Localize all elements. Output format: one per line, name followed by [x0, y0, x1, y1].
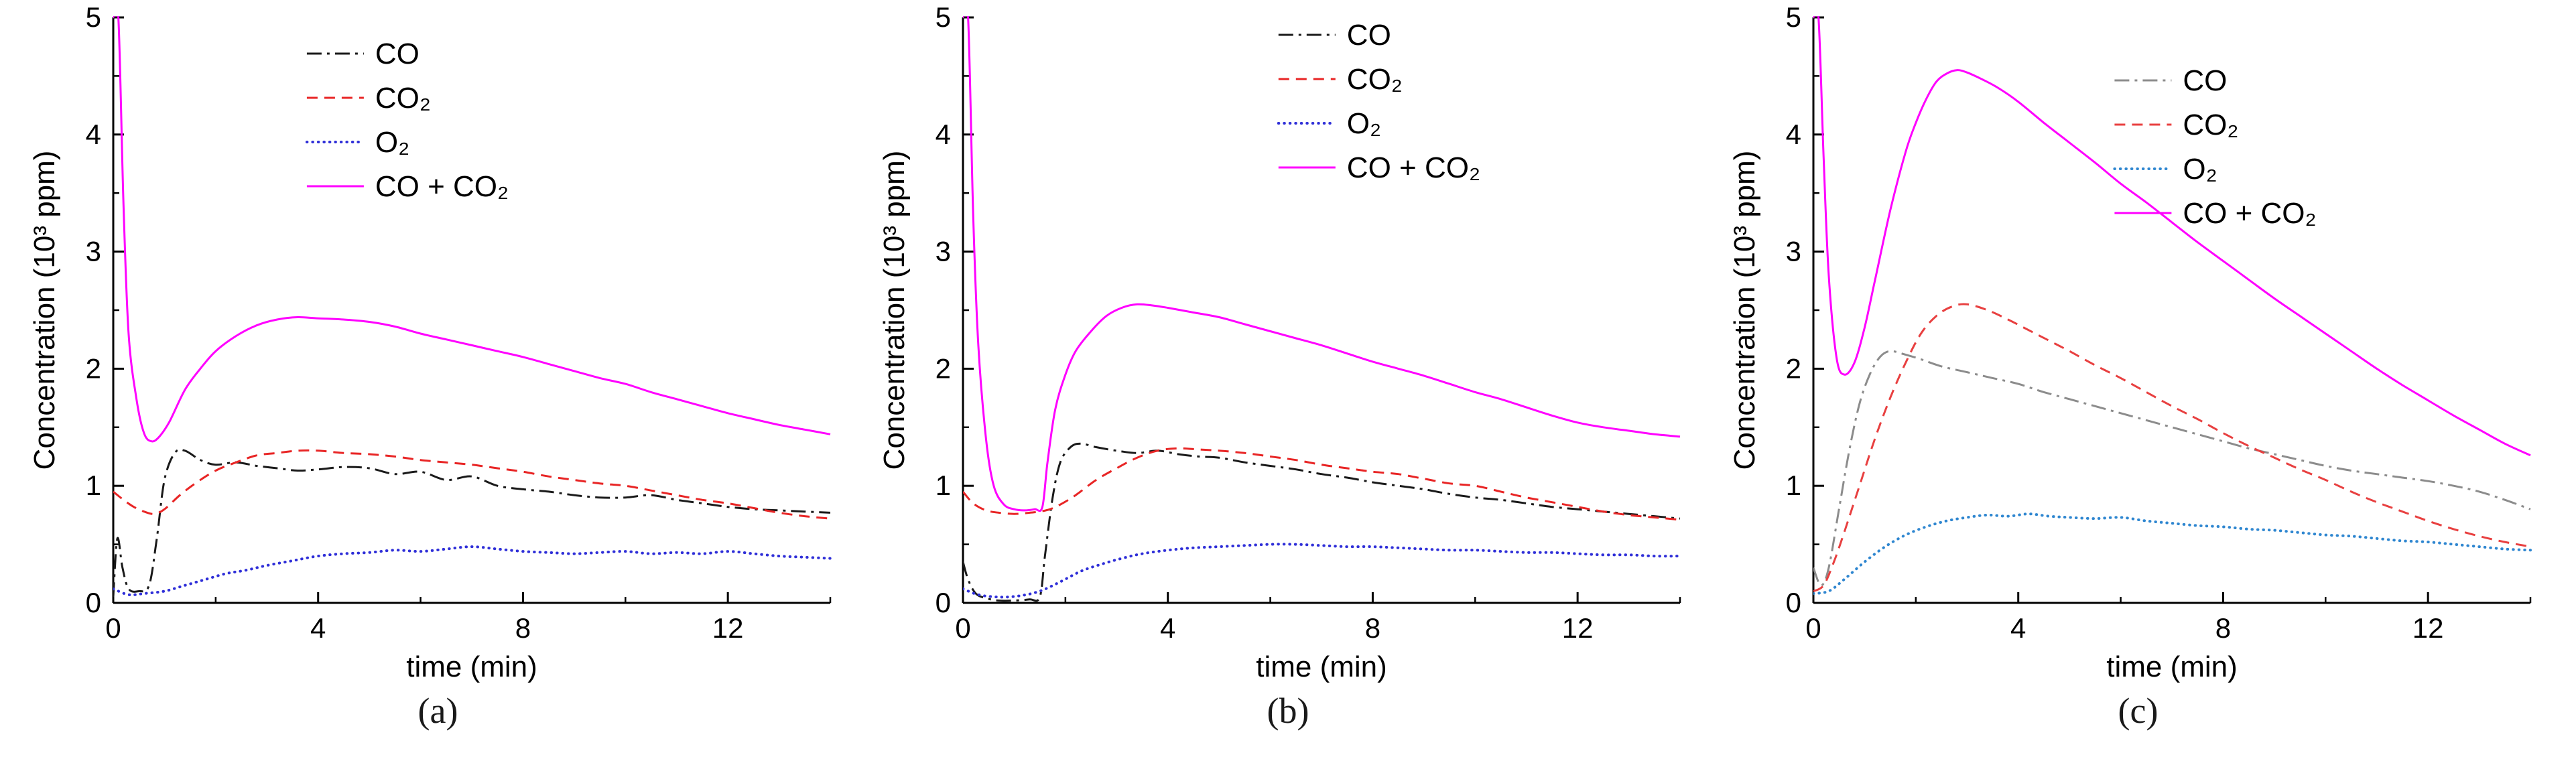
series-line-o — [113, 545, 832, 597]
series-line-coco — [963, 16, 1681, 512]
x-tick-label: 12 — [2412, 612, 2443, 644]
legend: CO CO₂ O₂ CO + CO₂ — [1277, 19, 1480, 184]
x-tick-label: 4 — [1160, 612, 1175, 644]
x-tick-label: 8 — [515, 612, 530, 644]
legend-item: CO₂ — [2114, 109, 2238, 141]
series-line-o — [963, 543, 1681, 599]
y-tick-label: 1 — [1785, 470, 1801, 501]
y-tick-label: 0 — [85, 587, 101, 618]
y-tick-label: 5 — [85, 5, 101, 33]
legend-label: CO + CO₂ — [1347, 151, 1480, 184]
series-group — [963, 16, 1681, 602]
y-tick-label: 4 — [936, 119, 951, 150]
x-tick-label: 0 — [955, 612, 970, 644]
y-tick-label: 5 — [936, 5, 951, 33]
y-tick-label: 3 — [85, 236, 101, 267]
y-axis-label: Concentration (10³ ppm) — [878, 151, 911, 470]
x-tick-label: 4 — [2010, 612, 2026, 644]
series-line-co — [963, 447, 1681, 521]
series-line-coco — [1813, 16, 2531, 457]
y-tick-label: 2 — [1785, 352, 1801, 384]
legend-item: CO + CO₂ — [306, 170, 509, 203]
y-axis-label: Concentration (10³ ppm) — [1728, 151, 1761, 470]
x-tick-label: 0 — [105, 612, 121, 644]
legend-item: CO + CO₂ — [1278, 151, 1480, 184]
chart-panel-a: 0 4 8 12 0 1 2 3 4 5 time (min) Concentration (10³ … — [26, 5, 850, 732]
y-tick-label: 1 — [85, 470, 101, 501]
chart-panel-b: 0 4 8 12 0 1 2 3 4 5 time (min) Concentration (10³ … — [876, 5, 1700, 732]
y-tick-label: 2 — [936, 352, 951, 384]
series-line-co — [113, 448, 830, 598]
y-tick-label: 5 — [1785, 5, 1801, 33]
legend-label: CO — [375, 38, 419, 70]
x-axis-label: time (min) — [406, 650, 537, 683]
legend-label: CO + CO₂ — [375, 170, 508, 203]
series-line-co — [963, 442, 1681, 602]
legend-label: CO₂ — [375, 82, 430, 115]
legend-item: O₂ — [2112, 153, 2217, 186]
legend: CO CO₂ O₂ CO + CO₂ — [305, 38, 509, 203]
x-tick-label: 4 — [310, 612, 326, 644]
x-tick-label: 0 — [1805, 612, 1821, 644]
legend-item: CO — [306, 38, 419, 70]
x-axis-label: time (min) — [1256, 650, 1387, 683]
y-tick-label: 4 — [85, 119, 101, 150]
x-tick-label: 8 — [1365, 612, 1380, 644]
legend-item: CO₂ — [1278, 63, 1403, 96]
panel-label-b: (b) — [1267, 691, 1309, 731]
legend-item: CO — [2114, 64, 2227, 97]
y-tick-label: 3 — [1785, 236, 1801, 267]
legend-label: CO — [2183, 64, 2227, 97]
x-axis-label: time (min) — [2106, 650, 2238, 683]
chart-panel-c: 0 4 8 12 0 1 2 3 4 5 time (min) Concentration (10³ … — [1726, 5, 2551, 732]
legend-item: CO₂ — [306, 82, 430, 115]
series-line-o — [1813, 512, 2532, 596]
y-tick-label: 4 — [1785, 119, 1801, 150]
y-tick-label: 1 — [936, 470, 951, 501]
x-tick-label: 8 — [2215, 612, 2230, 644]
y-tick-label: 3 — [936, 236, 951, 267]
legend-label: O₂ — [1347, 107, 1381, 140]
y-tick-label: 0 — [1785, 587, 1801, 618]
legend-label: CO₂ — [2183, 109, 2238, 141]
legend: CO CO₂ O₂ CO + CO₂ — [2112, 64, 2316, 230]
x-tick-label: 12 — [712, 612, 743, 644]
panel-label-c: (c) — [2118, 691, 2159, 731]
x-tick-label: 12 — [1562, 612, 1594, 644]
legend-label: CO₂ — [1347, 63, 1403, 96]
series-group — [1813, 16, 2532, 596]
legend-label: O₂ — [375, 126, 409, 159]
legend-item: CO + CO₂ — [2114, 197, 2316, 230]
series-line-coco — [113, 16, 830, 443]
series-line-co — [113, 449, 830, 520]
legend-item: CO — [1278, 19, 1391, 52]
legend-label: CO — [1347, 19, 1391, 52]
legend-item: O₂ — [1277, 107, 1381, 140]
legend-label: CO + CO₂ — [2183, 197, 2316, 230]
legend-item: O₂ — [305, 126, 409, 159]
y-tick-label: 2 — [85, 352, 101, 384]
legend-label: O₂ — [2183, 153, 2217, 186]
y-tick-label: 0 — [936, 587, 951, 618]
series-line-co — [1813, 350, 2531, 587]
y-axis-label: Concentration (10³ ppm) — [28, 151, 61, 470]
panel-label-a: (a) — [417, 691, 458, 731]
series-line-co — [1813, 303, 2530, 592]
series-group — [113, 16, 832, 598]
